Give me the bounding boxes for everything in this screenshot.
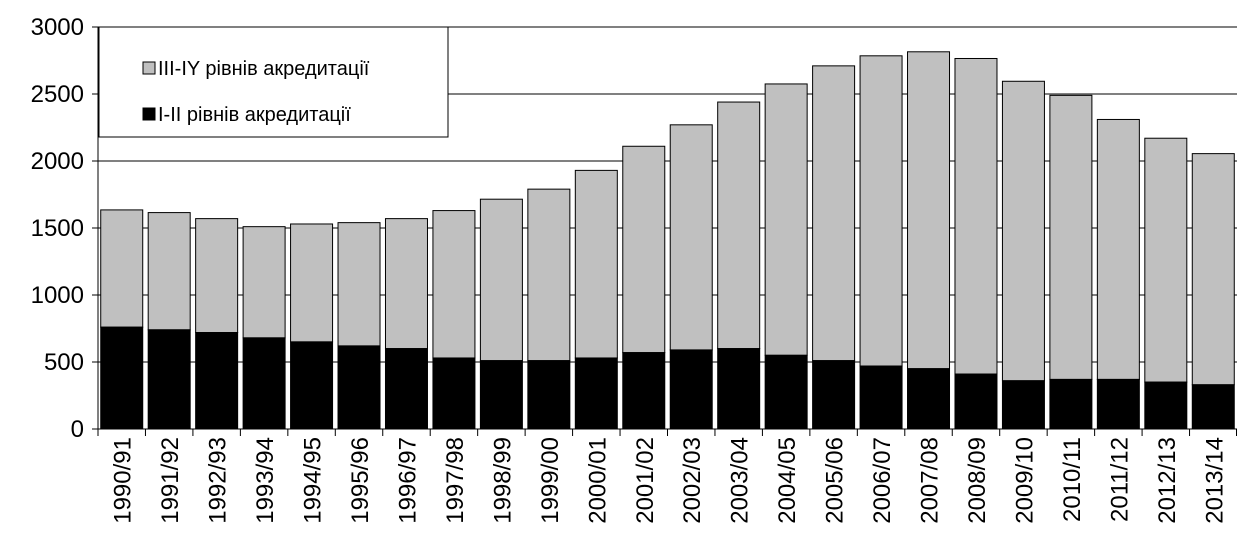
bar-series-2-1994/95 — [290, 223, 334, 343]
bar-series-2-2007/08 — [907, 51, 951, 370]
bar-series-2-2009/10 — [1001, 80, 1045, 382]
bar-series-2-1996/97 — [384, 218, 428, 350]
x-tick-label: 2005/06 — [822, 437, 849, 524]
bar-series-1-2010/11 — [1049, 378, 1093, 430]
x-tick-label: 1993/94 — [252, 437, 279, 524]
bar-series-2-2008/09 — [954, 57, 998, 375]
bar-series-1-1994/95 — [290, 341, 334, 430]
legend: III-IY рівнів акредитації I-II рівнів ак… — [98, 26, 449, 138]
bars — [100, 51, 1235, 430]
bar-series-2-1999/00 — [527, 188, 571, 362]
bar-series-1-2012/13 — [1144, 381, 1188, 430]
bar-series-1-2002/03 — [669, 349, 713, 430]
x-tick-label: 2008/09 — [964, 437, 991, 524]
bar-series-2-2004/05 — [764, 83, 808, 356]
bar-series-1-2004/05 — [764, 354, 808, 430]
bar-series-1-2001/02 — [622, 352, 666, 430]
x-axis-ticks: 1990/91 1991/92 1992/93 1993/94 1994/95 1995/… — [97, 429, 1237, 524]
bar-series-2-1997/98 — [432, 210, 476, 359]
bar-series-2-2012/13 — [1144, 137, 1188, 383]
bar-series-2-1993/94 — [242, 226, 286, 339]
x-tick-label: 1999/00 — [537, 437, 564, 524]
y-tick-label: 1500 — [31, 215, 84, 242]
bar-series-1-1990/91 — [100, 326, 144, 430]
bar-series-2-2011/12 — [1096, 118, 1140, 380]
x-tick-label: 2009/10 — [1011, 437, 1038, 524]
x-tick-label: 1998/99 — [489, 437, 516, 524]
legend-label-series-1: I-II рівнів акредитації — [158, 104, 351, 126]
x-tick-label: 1997/98 — [442, 437, 469, 524]
bar-series-2-1990/91 — [100, 209, 144, 328]
x-tick-label: 1996/97 — [394, 437, 421, 524]
x-tick-label: 2006/07 — [869, 437, 896, 524]
bar-series-2-2000/01 — [574, 169, 618, 359]
y-tick-label: 1000 — [31, 282, 84, 309]
bar-series-1-2009/10 — [1001, 380, 1045, 430]
x-tick-label: 2001/02 — [632, 437, 659, 524]
bar-series-2-1991/92 — [147, 212, 191, 331]
legend-swatch-series-2 — [142, 61, 156, 75]
bar-series-2-2002/03 — [669, 124, 713, 351]
bar-series-1-1997/98 — [432, 357, 476, 430]
y-axis-ticks: 0 500 1000 1500 2000 2500 3000 — [31, 14, 98, 443]
x-tick-label: 2010/11 — [1059, 437, 1086, 522]
bar-series-2-2006/07 — [859, 55, 903, 367]
x-tick-label: 1994/95 — [300, 437, 327, 524]
bar-series-1-2006/07 — [859, 365, 903, 430]
x-tick-label: 1992/93 — [205, 437, 232, 524]
bar-series-2-2001/02 — [622, 145, 666, 354]
legend-swatch-series-1 — [142, 107, 156, 121]
bar-series-2-2010/11 — [1049, 94, 1093, 380]
bar-series-1-1995/96 — [337, 345, 381, 430]
bar-series-1-2008/09 — [954, 373, 998, 430]
x-tick-label: 2013/14 — [1201, 437, 1228, 524]
y-tick-label: 0 — [71, 416, 84, 443]
x-tick-label: 2007/08 — [917, 437, 944, 524]
bar-series-1-2005/06 — [812, 360, 856, 430]
bar-series-1-2013/14 — [1191, 384, 1235, 430]
bar-series-1-2003/04 — [717, 348, 761, 430]
legend-box — [98, 26, 449, 138]
bar-series-1-1998/99 — [479, 360, 523, 430]
y-tick-label: 3000 — [31, 14, 84, 41]
bar-series-1-2011/12 — [1096, 378, 1140, 430]
x-tick-label: 2002/03 — [679, 437, 706, 524]
bar-series-1-1991/92 — [147, 329, 191, 430]
bar-series-2-1998/99 — [479, 198, 523, 362]
x-tick-label: 2004/05 — [774, 437, 801, 524]
bar-series-1-1999/00 — [527, 360, 571, 430]
bar-series-1-2000/01 — [574, 357, 618, 430]
x-tick-label: 2011/12 — [1106, 437, 1133, 522]
x-tick-label: 1990/91 — [110, 437, 137, 524]
bar-series-2-1995/96 — [337, 222, 381, 347]
bar-series-1-1996/97 — [384, 348, 428, 430]
bar-series-1-2007/08 — [907, 368, 951, 430]
bar-series-2-2005/06 — [812, 65, 856, 362]
bar-series-1-1993/94 — [242, 337, 286, 430]
y-tick-label: 2500 — [31, 81, 84, 108]
y-tick-label: 500 — [44, 349, 84, 376]
bar-series-2-2013/14 — [1191, 153, 1235, 386]
x-tick-label: 2012/13 — [1154, 437, 1181, 524]
x-tick-label: 1995/96 — [347, 437, 374, 524]
bar-series-2-2003/04 — [717, 101, 761, 350]
legend-label-series-2: III-IY рівнів акредитації — [158, 58, 370, 80]
y-tick-label: 2000 — [31, 148, 84, 175]
bar-series-2-1992/93 — [195, 218, 239, 334]
bar-series-1-1992/93 — [195, 332, 239, 430]
x-tick-label: 2000/01 — [584, 437, 611, 524]
x-tick-label: 1991/92 — [157, 437, 184, 524]
x-tick-label: 2003/04 — [727, 437, 754, 524]
